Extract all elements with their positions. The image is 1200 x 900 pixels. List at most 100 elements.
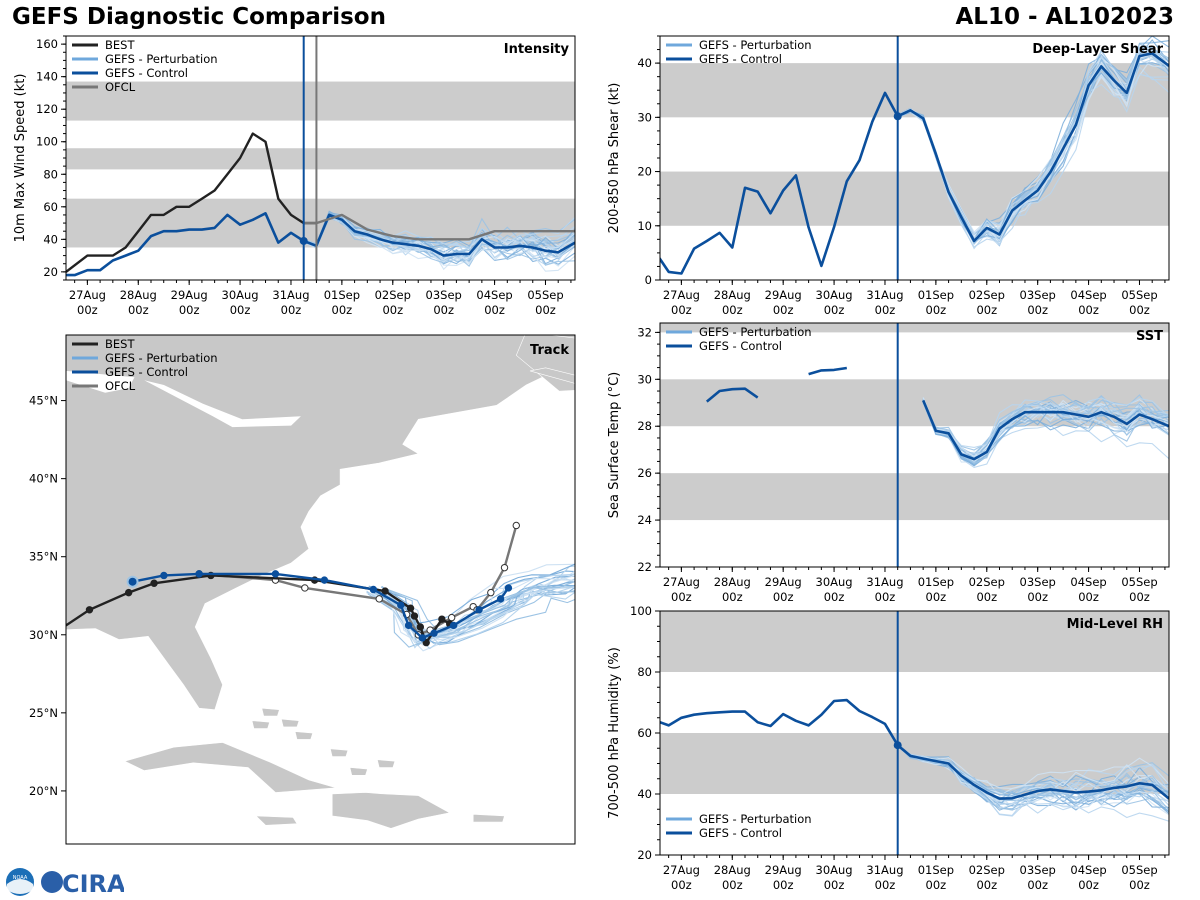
best-track-point (438, 615, 446, 623)
y-tick-label: 120 (36, 102, 58, 116)
x-tick-sublabel: 00z (1078, 303, 1099, 317)
x-tick-label: 01Sep (918, 288, 954, 302)
jamaica-landmass (255, 815, 298, 826)
y-tick-label: 100 (630, 604, 652, 618)
best-track-point (124, 588, 133, 597)
x-tick-sublabel: 00z (773, 590, 794, 604)
x-tick-sublabel: 00z (484, 303, 505, 317)
track-init-marker (126, 575, 139, 588)
x-tick-sublabel: 00z (535, 303, 556, 317)
x-tick-label: 27Aug (663, 288, 700, 302)
x-tick-sublabel: 00z (332, 303, 353, 317)
x-tick-label: 04Sep (1070, 575, 1106, 589)
y-tick-label: 160 (36, 37, 58, 51)
hispaniola-landmass (331, 792, 451, 829)
y-tick-label: 80 (43, 167, 58, 181)
control-track-point (430, 629, 438, 637)
shaded-band (66, 81, 575, 121)
control-track-point (449, 621, 458, 630)
legend-label: GEFS - Perturbation (699, 325, 812, 339)
x-tick-sublabel: 00z (722, 878, 743, 892)
x-tick-sublabel: 00z (824, 590, 845, 604)
ensemble-track (379, 585, 575, 650)
x-tick-label: 31Aug (866, 863, 903, 877)
legend-label: OFCL (105, 80, 136, 94)
x-tick-sublabel: 00z (926, 590, 947, 604)
x-tick-sublabel: 00z (773, 303, 794, 317)
sst-panel: 22242628303227Aug00z28Aug00z29Aug00z30Au… (607, 322, 1170, 604)
control-track-point (320, 576, 329, 584)
best-track-point (416, 623, 425, 631)
intensity-panel: 2040608010012014016027Aug00z28Aug00z29Au… (13, 35, 576, 317)
x-tick-label: 02Sep (969, 288, 1005, 302)
legend-label: OFCL (105, 379, 136, 393)
x-tick-sublabel: 00z (179, 303, 200, 317)
y-tick-label: 0 (645, 273, 652, 287)
ensemble-member-line (303, 215, 575, 259)
y-tick-label: 26 (637, 466, 652, 480)
noaa-logo-text: NOAA (13, 875, 28, 881)
ensemble-member-line (897, 745, 1169, 791)
ofcl-track-point (487, 588, 495, 597)
shaded-band (660, 733, 1169, 794)
x-tick-sublabel: 00z (1027, 878, 1048, 892)
y-tick-label: 40 (43, 232, 58, 246)
best-track-point (150, 579, 158, 587)
x-tick-sublabel: 00z (722, 303, 743, 317)
x-tick-label: 27Aug (663, 575, 700, 589)
x-tick-label: 03Sep (1020, 288, 1056, 302)
y-tick-label: 28 (637, 419, 652, 433)
shaded-band (66, 148, 575, 170)
page-title: GEFS Diagnostic Comparison (12, 4, 386, 30)
bahamas-island (349, 767, 368, 776)
ofcl-track-point (500, 563, 509, 572)
bahamas-island (280, 718, 300, 728)
series-line-gefs-control (660, 52, 1169, 275)
ensemble-member-line (303, 216, 575, 266)
x-tick-label: 01Sep (324, 288, 360, 302)
x-tick-sublabel: 00z (128, 303, 149, 317)
ensemble-track (367, 587, 575, 648)
x-tick-sublabel: 00z (926, 303, 947, 317)
init-marker (893, 741, 902, 750)
x-tick-label: 01Sep (918, 575, 954, 589)
legend-label: GEFS - Perturbation (699, 38, 812, 52)
control-track (132, 572, 510, 640)
y-tick-label: 30 (637, 372, 652, 386)
x-tick-sublabel: 00z (722, 590, 743, 604)
y-tick-label: 20 (637, 848, 652, 862)
cape-breton-landmass (600, 360, 618, 373)
north-america-landmass (66, 335, 575, 711)
shaded-band (660, 323, 1169, 333)
y-tick-label: 140 (36, 70, 58, 84)
x-tick-label: 31Aug (272, 288, 309, 302)
pei-landmass (529, 367, 575, 384)
series-line-gefs-control (921, 399, 1169, 461)
y-tick-label: 22 (637, 560, 652, 574)
ofcl-track-point (447, 613, 456, 622)
map-frame (65, 334, 576, 845)
bahamas-island (261, 707, 280, 717)
legend-label: GEFS - Control (699, 826, 782, 840)
control-track-point (271, 570, 280, 578)
y-tick-label: 10 (637, 219, 652, 233)
legend-label: GEFS - Control (105, 66, 188, 80)
bahamas-island (329, 748, 349, 757)
y-axis-label: 200-850 hPa Shear (kt) (607, 83, 622, 234)
x-tick-sublabel: 00z (824, 878, 845, 892)
series-line-gefs-control (808, 366, 847, 376)
y-tick-label: 24 (637, 513, 652, 527)
ensemble-member-line (922, 397, 1169, 458)
ensemble-member-line (897, 745, 1169, 794)
ensemble-member-line (303, 215, 575, 254)
rh-title: Mid-Level RH (1067, 617, 1163, 632)
shear-panel: 01020304027Aug00z28Aug00z29Aug00z30Aug00… (607, 35, 1170, 317)
series-line-best (66, 132, 317, 273)
x-tick-sublabel: 00z (824, 303, 845, 317)
storm-id: AL10 - AL102023 (955, 4, 1175, 30)
ofcl-track-point (375, 595, 383, 603)
shear-title: Deep-Layer Shear (1032, 42, 1163, 57)
control-track-point (160, 571, 168, 580)
x-tick-sublabel: 00z (1027, 590, 1048, 604)
